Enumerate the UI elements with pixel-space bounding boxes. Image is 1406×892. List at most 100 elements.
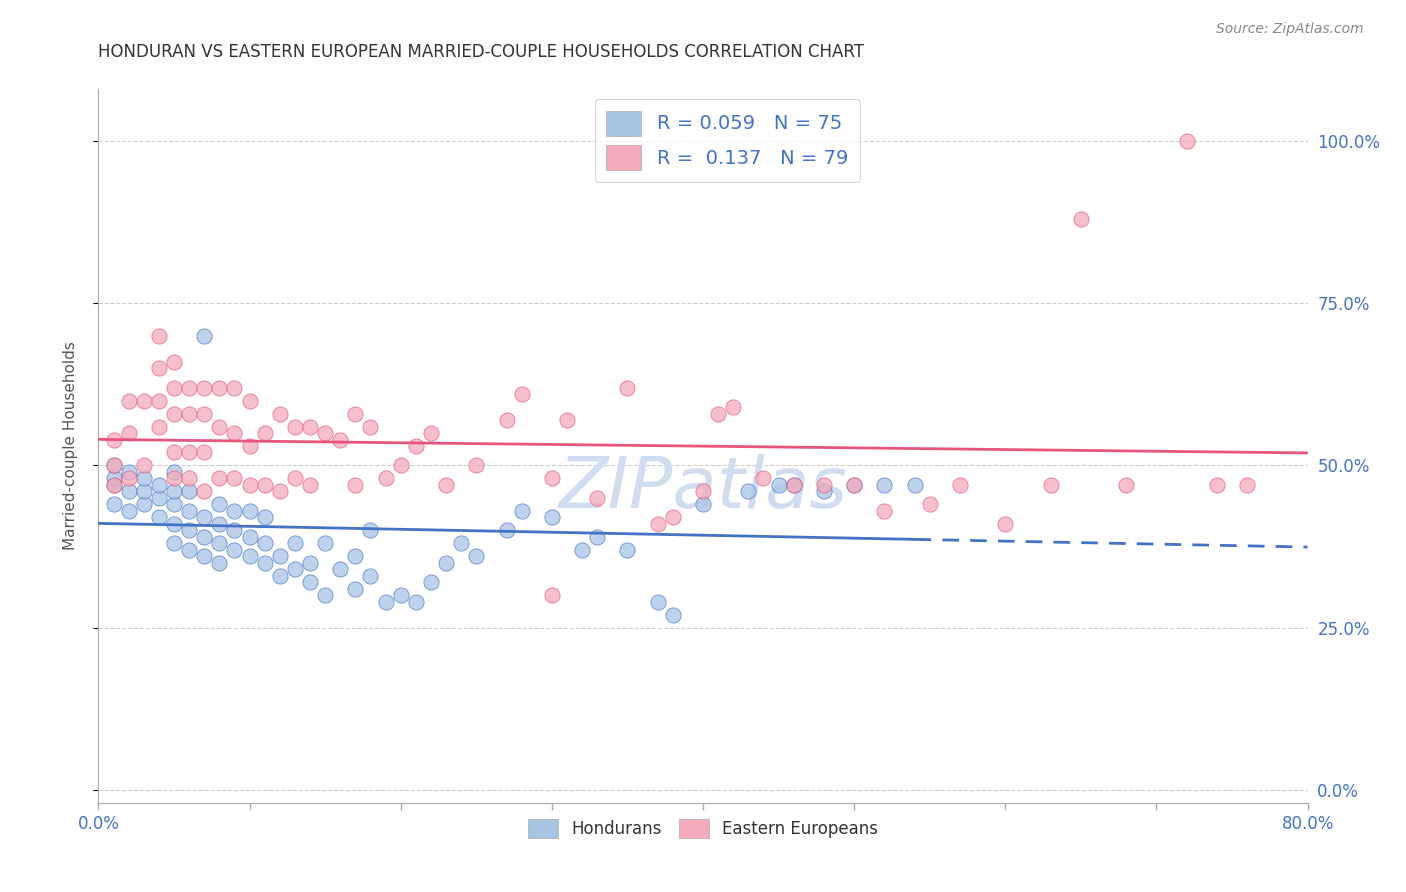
Point	[844, 478, 866, 492]
Point	[163, 497, 186, 511]
Point	[224, 381, 246, 395]
Point	[540, 510, 562, 524]
Point	[103, 458, 125, 473]
Point	[661, 510, 683, 524]
Point	[783, 478, 806, 492]
Point	[360, 524, 382, 538]
Point	[873, 504, 896, 518]
Point	[163, 484, 186, 499]
Point	[647, 595, 669, 609]
Point	[555, 413, 578, 427]
Point	[239, 393, 262, 408]
Point	[299, 478, 322, 492]
Point	[132, 471, 155, 485]
Point	[269, 549, 291, 564]
Point	[1206, 478, 1229, 492]
Point	[1115, 478, 1137, 492]
Point	[224, 542, 246, 557]
Point	[813, 478, 835, 492]
Point	[692, 484, 714, 499]
Point	[389, 588, 412, 602]
Point	[299, 556, 322, 570]
Point	[405, 439, 427, 453]
Point	[844, 478, 866, 492]
Point	[495, 413, 517, 427]
Point	[904, 478, 927, 492]
Point	[813, 484, 835, 499]
Point	[723, 400, 745, 414]
Point	[420, 575, 443, 590]
Point	[193, 510, 215, 524]
Point	[208, 556, 231, 570]
Point	[179, 542, 201, 557]
Point	[994, 516, 1017, 531]
Point	[103, 497, 125, 511]
Point	[118, 465, 141, 479]
Point	[1175, 134, 1198, 148]
Point	[450, 536, 472, 550]
Point	[103, 458, 125, 473]
Point	[344, 478, 367, 492]
Point	[616, 381, 638, 395]
Point	[768, 478, 790, 492]
Point	[148, 361, 170, 376]
Point	[284, 562, 307, 576]
Point	[783, 478, 806, 492]
Point	[163, 407, 186, 421]
Point	[224, 524, 246, 538]
Point	[269, 484, 291, 499]
Point	[179, 407, 201, 421]
Point	[118, 484, 141, 499]
Point	[284, 419, 307, 434]
Point	[193, 549, 215, 564]
Point	[465, 549, 488, 564]
Point	[179, 484, 201, 499]
Point	[1070, 211, 1092, 226]
Point	[647, 516, 669, 531]
Point	[118, 393, 141, 408]
Point	[344, 582, 367, 596]
Point	[193, 407, 215, 421]
Point	[163, 381, 186, 395]
Point	[193, 381, 215, 395]
Point	[586, 530, 609, 544]
Point	[299, 419, 322, 434]
Point	[360, 419, 382, 434]
Point	[253, 556, 276, 570]
Point	[540, 471, 562, 485]
Point	[405, 595, 427, 609]
Point	[284, 471, 307, 485]
Point	[389, 458, 412, 473]
Point	[239, 478, 262, 492]
Point	[179, 471, 201, 485]
Point	[329, 562, 352, 576]
Point	[208, 471, 231, 485]
Point	[103, 433, 125, 447]
Point	[208, 516, 231, 531]
Point	[918, 497, 941, 511]
Point	[239, 439, 262, 453]
Point	[269, 407, 291, 421]
Text: ZIPatlas: ZIPatlas	[558, 454, 848, 524]
Point	[208, 419, 231, 434]
Point	[148, 419, 170, 434]
Point	[253, 536, 276, 550]
Point	[163, 536, 186, 550]
Point	[253, 510, 276, 524]
Legend: Hondurans, Eastern Europeans: Hondurans, Eastern Europeans	[522, 812, 884, 845]
Point	[224, 425, 246, 440]
Point	[374, 471, 396, 485]
Point	[269, 568, 291, 582]
Point	[616, 542, 638, 557]
Point	[420, 425, 443, 440]
Point	[299, 575, 322, 590]
Point	[179, 524, 201, 538]
Point	[344, 549, 367, 564]
Point	[329, 433, 352, 447]
Point	[344, 407, 367, 421]
Y-axis label: Married-couple Households: Married-couple Households	[63, 342, 77, 550]
Point	[737, 484, 759, 499]
Point	[179, 381, 201, 395]
Point	[465, 458, 488, 473]
Point	[752, 471, 775, 485]
